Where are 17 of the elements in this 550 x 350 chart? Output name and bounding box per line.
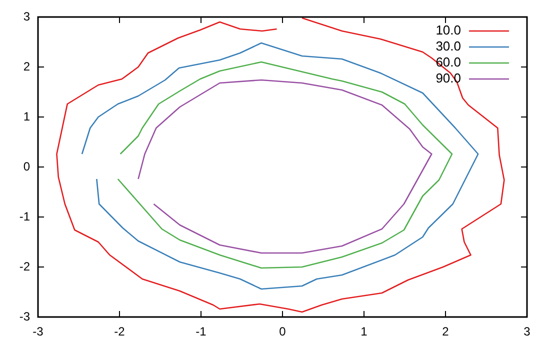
x-tick-label: -2 bbox=[114, 324, 126, 339]
y-tick-label: 3 bbox=[23, 9, 30, 24]
y-tick-label: -1 bbox=[19, 209, 30, 224]
x-tick-label: 3 bbox=[524, 324, 531, 339]
x-tick-label: 1 bbox=[360, 324, 368, 339]
x-tick-label: -1 bbox=[196, 324, 207, 339]
x-tick-label: 0 bbox=[279, 324, 286, 339]
legend-label: 30.0 bbox=[436, 38, 461, 54]
y-tick-label: 1 bbox=[23, 109, 30, 124]
legend-label: 60.0 bbox=[436, 54, 461, 70]
y-tick-label: -3 bbox=[19, 309, 30, 324]
y-tick-label: 2 bbox=[23, 59, 30, 74]
legend-label: 10.0 bbox=[436, 22, 461, 38]
x-tick-label: 2 bbox=[442, 324, 450, 339]
y-tick-label: 0 bbox=[23, 159, 30, 174]
y-tick-label: -2 bbox=[19, 259, 30, 274]
x-tick-label: -3 bbox=[32, 324, 44, 339]
